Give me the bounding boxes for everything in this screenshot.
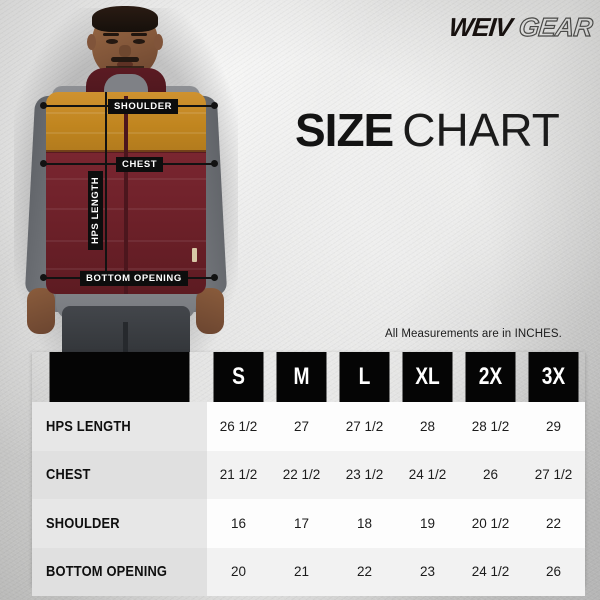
table-header: S M L XL 2X 3X	[32, 352, 585, 402]
units-note: All Measurements are in INCHES.	[385, 328, 562, 340]
bottom-opening-measure-dot-right	[211, 274, 218, 281]
model-eye-right	[133, 39, 145, 44]
chest-measure-dot-right	[211, 160, 218, 167]
cell-shoulder-2x: 20 1/2	[459, 499, 522, 548]
brand-logo-weiv: WEIV	[447, 11, 514, 42]
table-row: HPS LENGTH 26 1/2 27 27 1/2 28 28 1/2 29	[32, 402, 585, 451]
table-header-corner	[49, 352, 190, 402]
model-mouth	[117, 62, 133, 67]
cell-shoulder-xl: 19	[396, 499, 459, 548]
model-photo	[0, 0, 252, 352]
size-chart-table: S M L XL 2X 3X HPS LENGTH 26 1/2 27 27 1…	[32, 352, 585, 596]
cell-bottom-opening-2x: 24 1/2	[459, 547, 522, 596]
cell-chest-l: 23 1/2	[333, 450, 396, 499]
cell-shoulder-m: 17	[270, 499, 333, 548]
cell-bottom-opening-xl: 23	[396, 547, 459, 596]
cell-bottom-opening-3x: 26	[522, 547, 585, 596]
cell-shoulder-3x: 22	[522, 499, 585, 548]
cell-bottom-opening-m: 21	[270, 547, 333, 596]
brand-logo: WEIV GEAR	[392, 10, 594, 44]
page-title-chart: CHART	[402, 104, 560, 156]
shoulder-measure-dot-right	[211, 102, 218, 109]
cell-chest-m: 22 1/2	[270, 450, 333, 499]
cell-hps-length-m: 27	[270, 402, 333, 451]
row-label-chest: CHEST	[32, 450, 207, 499]
model-eyebrow-left	[103, 33, 119, 36]
table-row: BOTTOM OPENING 20 21 22 23 24 1/2 26	[32, 547, 585, 596]
vest-brand-tag	[192, 248, 197, 262]
cell-hps-length-3x: 29	[522, 402, 585, 451]
page-title-size: SIZE	[295, 104, 394, 156]
cell-bottom-opening-s: 20	[207, 547, 270, 596]
table-header-size-l: L	[339, 352, 390, 402]
cell-hps-length-xl: 28	[396, 402, 459, 451]
model-pants-seam	[123, 322, 128, 352]
callout-chest: CHEST	[116, 157, 164, 173]
bottom-opening-measure-dot-left	[40, 274, 47, 281]
table-header-size-3x: 3X	[528, 352, 579, 402]
table-header-row: S M L XL 2X 3X	[32, 352, 585, 402]
model-hair	[92, 6, 158, 32]
table-row: SHOULDER 16 17 18 19 20 1/2 22	[32, 499, 585, 548]
model-ear-left	[87, 34, 96, 50]
table-row: CHEST 21 1/2 22 1/2 23 1/2 24 1/2 26 27 …	[32, 450, 585, 499]
cell-chest-s: 21 1/2	[207, 450, 270, 499]
hps-length-measure-line	[105, 92, 107, 282]
table-header-size-m: M	[276, 352, 327, 402]
chest-measure-dot-left	[40, 160, 47, 167]
cell-chest-3x: 27 1/2	[522, 450, 585, 499]
cell-hps-length-2x: 28 1/2	[459, 402, 522, 451]
row-label-hps-length: HPS LENGTH	[32, 402, 207, 451]
model-nose	[119, 45, 131, 57]
model-eyebrow-right	[131, 33, 147, 36]
page-title: SIZE CHART	[295, 100, 595, 160]
row-label-bottom-opening: BOTTOM OPENING	[32, 547, 207, 596]
cell-bottom-opening-l: 22	[333, 547, 396, 596]
cell-hps-length-l: 27 1/2	[333, 402, 396, 451]
table-header-size-2x: 2X	[465, 352, 516, 402]
cell-shoulder-s: 16	[207, 499, 270, 548]
callout-shoulder: SHOULDER	[108, 99, 179, 115]
table-header-size-xl: XL	[402, 352, 453, 402]
shoulder-measure-dot-left	[40, 102, 47, 109]
cell-chest-xl: 24 1/2	[396, 450, 459, 499]
cell-shoulder-l: 18	[333, 499, 396, 548]
model-hand-right	[196, 288, 224, 334]
cell-chest-2x: 26	[459, 450, 522, 499]
table-header-size-s: S	[213, 352, 264, 402]
brand-logo-gear: GEAR	[517, 11, 594, 42]
callout-bottom-opening: BOTTOM OPENING	[80, 271, 188, 287]
table-body: HPS LENGTH 26 1/2 27 27 1/2 28 28 1/2 29…	[32, 402, 585, 596]
cell-hps-length-s: 26 1/2	[207, 402, 270, 451]
row-label-shoulder: SHOULDER	[32, 499, 207, 548]
model-eye-left	[106, 39, 118, 44]
vest-zipper	[124, 96, 128, 294]
model-hand-left	[27, 288, 55, 334]
callout-hps-length: HPS LENGTH	[88, 170, 104, 250]
model-ear-right	[154, 34, 163, 50]
model-moustache	[111, 57, 139, 62]
size-chart-table-wrapper: S M L XL 2X 3X HPS LENGTH 26 1/2 27 27 1…	[32, 352, 585, 596]
